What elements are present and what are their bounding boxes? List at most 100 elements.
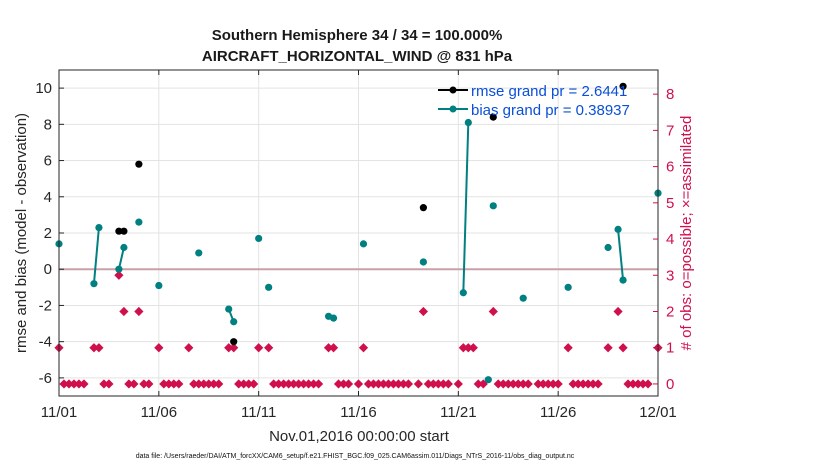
right-tick-label-0: 0 — [666, 376, 674, 393]
obs-count-point — [623, 379, 633, 389]
obs-count-point — [628, 379, 638, 389]
bias-segment-0 — [92, 227, 100, 284]
obs-count-point — [563, 343, 573, 353]
obs-count-point — [134, 306, 144, 317]
x-axis-ticks: 11/01 11/06 11/11 11/16 11/21 11/26 12/01 — [41, 70, 677, 421]
bias-point — [225, 305, 233, 313]
bias-point — [230, 318, 238, 326]
obs-count-point — [508, 379, 518, 389]
obs-count-point — [264, 343, 274, 353]
obs-count-point — [503, 379, 513, 389]
obs-count-point — [269, 379, 279, 389]
bias-series — [55, 118, 662, 384]
obs-count-point — [538, 379, 548, 389]
bias-point — [359, 240, 368, 248]
obs-count-point — [64, 379, 74, 389]
bias-point — [519, 294, 527, 302]
y-tick-label-3: 0 — [44, 261, 52, 278]
obs-count-point — [518, 379, 528, 389]
obs-count-point — [89, 343, 99, 353]
obs-count-point — [199, 379, 209, 389]
y-tick-label-7: 8 — [44, 116, 52, 133]
x-tick-label-5: 11/26 — [540, 404, 576, 421]
right-axis-label: # of obs: o=possible; ×=assimilated — [678, 116, 695, 351]
obs-count-series — [54, 270, 663, 389]
bias-segment-1 — [117, 247, 125, 270]
x-tick-label-0: 11/01 — [41, 404, 77, 421]
obs-count-point — [204, 379, 214, 389]
obs-count-point — [463, 343, 473, 353]
bias-point — [155, 281, 163, 290]
bias-point — [459, 289, 467, 297]
y-axis-label: rmse and bias (model - observation) — [13, 113, 30, 353]
obs-count-point — [543, 379, 553, 389]
obs-count-point — [403, 379, 414, 389]
x-tick-label-4: 11/21 — [440, 404, 476, 421]
obs-count-point — [209, 379, 219, 389]
obs-count-point — [393, 379, 404, 389]
bias-point — [120, 243, 128, 252]
bias-point — [604, 243, 612, 252]
obs-count-point — [254, 343, 264, 353]
obs-count-point — [159, 379, 169, 389]
bias-point — [464, 118, 472, 127]
right-tick-label-5: 5 — [666, 195, 674, 212]
bias-segment-5 — [617, 229, 625, 281]
obs-count-point — [493, 379, 503, 389]
legend-bias-label: bias grand pr = 0.38937 — [471, 102, 630, 119]
obs-count-point — [428, 379, 438, 389]
obs-count-point — [548, 379, 558, 389]
obs-count-point — [433, 379, 443, 389]
obs-count-point — [184, 343, 194, 353]
right-tick-label-8: 8 — [666, 86, 674, 103]
obs-count-point — [633, 379, 643, 389]
obs-count-point — [373, 379, 384, 389]
right-tick-label-2: 2 — [666, 303, 674, 320]
bias-point — [619, 276, 627, 284]
obs-count-point — [333, 379, 344, 389]
rmse-point — [230, 338, 238, 346]
bias-point — [95, 223, 103, 232]
obs-count-point — [308, 379, 319, 389]
obs-count-point — [438, 379, 448, 389]
obs-count-point — [443, 379, 453, 389]
obs-count-point — [229, 343, 239, 353]
x-tick-label-2: 11/11 — [241, 404, 276, 421]
obs-count-point — [383, 379, 394, 389]
obs-count-point — [488, 306, 498, 317]
obs-count-point — [363, 379, 374, 389]
obs-count-point — [568, 379, 578, 389]
obs-count-point — [94, 343, 104, 353]
bias-point — [614, 225, 622, 233]
chart-title-line1: Southern Hemisphere 34 / 34 = 100.000% — [212, 27, 503, 44]
obs-count-point — [194, 379, 204, 389]
y-tick-label-2: -2 — [39, 297, 52, 314]
obs-count-point — [553, 379, 563, 389]
obs-count-point — [239, 379, 249, 389]
grid — [59, 70, 658, 396]
x-axis-label: Nov.01,2016 00:00:00 start — [269, 428, 450, 445]
rmse-point — [619, 82, 627, 90]
right-tick-label-4: 4 — [666, 231, 674, 248]
obs-count-point — [119, 306, 129, 317]
y-tick-label-0: -6 — [39, 370, 52, 387]
obs-count-point — [533, 379, 543, 389]
rmse-point — [489, 113, 497, 121]
obs-count-point — [573, 379, 583, 389]
obs-count-point — [69, 379, 79, 389]
legend-rmse-marker — [449, 86, 457, 94]
bias-point — [329, 314, 338, 322]
chart-title-line2: AIRCRAFT_HORIZONTAL_WIND @ 831 hPa — [202, 48, 513, 65]
y-axis-ticks: -6 -4 -2 0 2 4 6 8 10 — [35, 80, 64, 387]
bias-point — [90, 280, 98, 288]
obs-count-point — [74, 379, 84, 389]
obs-count-point — [593, 379, 603, 389]
bias-point — [195, 249, 203, 257]
obs-count-point — [453, 379, 463, 389]
right-tick-label-6: 6 — [666, 159, 674, 176]
obs-count-point — [169, 379, 179, 389]
obs-count-point — [279, 379, 289, 389]
obs-count-point — [478, 379, 488, 389]
bias-point — [115, 265, 123, 273]
